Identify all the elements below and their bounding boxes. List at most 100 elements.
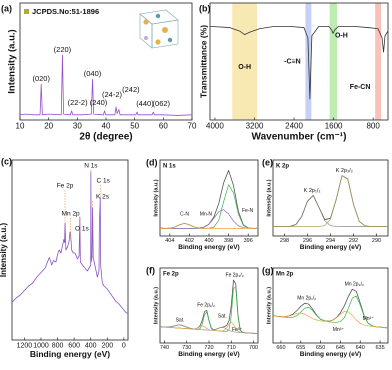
- spectrum-line: [159, 322, 259, 334]
- panel-label: (c): [1, 156, 12, 166]
- chart-title: Mn 2p: [276, 272, 294, 278]
- x-tick-label: 50: [130, 122, 139, 131]
- x-tick-label: 296: [303, 238, 312, 244]
- x-axis-label: Binding energy (eV): [30, 349, 110, 359]
- peak-label: Mn-N: [200, 211, 213, 217]
- peak-label: C-N: [180, 212, 189, 218]
- panel-label: (e): [262, 157, 273, 167]
- x-tick-label: 200: [101, 342, 113, 349]
- x-tick-label: 600: [68, 342, 80, 349]
- peak-label: K 2p₁/₂: [304, 188, 321, 194]
- x-tick-label: 396: [244, 238, 253, 244]
- peak-label: K 2s: [96, 194, 110, 201]
- atom: [143, 19, 149, 25]
- x-tick-label: 70: [188, 122, 197, 131]
- spectrum-line: [11, 171, 128, 314]
- peak-label: N 1s: [84, 163, 98, 170]
- x-tick-label: 20: [44, 122, 53, 131]
- crystal-inset: [139, 9, 179, 49]
- x-tick-label: 404: [165, 238, 174, 244]
- x-tick-label: 402: [185, 238, 194, 244]
- peak-label: (242): [122, 85, 140, 94]
- band-label: Fe-CN: [350, 84, 371, 91]
- peak-label: (040): [84, 69, 102, 78]
- cube-right: [151, 19, 179, 49]
- spectrum-line: [273, 175, 388, 227]
- x-tick-label: 700: [249, 345, 258, 351]
- y-axis-label: Intensity (a.u.): [7, 29, 18, 93]
- band-label: O-H: [238, 64, 251, 71]
- peak-label: (020): [32, 74, 50, 83]
- spectrum-line: [273, 195, 388, 227]
- x-tick-label: 660: [276, 345, 285, 351]
- atom: [155, 13, 161, 19]
- plot-frame: [11, 159, 129, 341]
- spectrum-line: [160, 209, 258, 229]
- x-tick-label: 645: [336, 345, 345, 351]
- spectrum-line: [272, 295, 389, 329]
- cube-left: [139, 13, 153, 49]
- x-tick-label: 400: [85, 342, 97, 349]
- x-tick-label: 635: [375, 345, 384, 351]
- chart-title: K 2p: [276, 164, 289, 170]
- panel-label: (a): [1, 3, 12, 13]
- band-label: -C≡N: [284, 58, 301, 65]
- peak-label: (22-2): [68, 98, 89, 107]
- x-tick-label: 710: [227, 345, 236, 351]
- panel-label: (f): [146, 265, 155, 275]
- x-tick-label: 740: [160, 345, 169, 351]
- band-label: O-H: [335, 33, 348, 40]
- chart-title: Fe 2p: [163, 272, 179, 278]
- x-tick-label: 2400: [285, 122, 303, 131]
- peak-label: Sat.: [176, 317, 185, 323]
- x-tick-label: 4000: [206, 122, 224, 131]
- plot-frame: [209, 2, 389, 121]
- band: [232, 3, 257, 120]
- x-axis-label: 2θ (degree): [79, 132, 132, 143]
- x-tick-label: 3200: [246, 122, 264, 131]
- band: [329, 3, 338, 120]
- y-axis-label: Intensity (a.u.): [0, 223, 8, 278]
- x-tick-label: 730: [182, 345, 191, 351]
- spectrum-line: [159, 169, 259, 229]
- x-tick-label: 298: [280, 238, 289, 244]
- panel-label: (b): [199, 3, 211, 13]
- y-axis-label: Transmittance (%): [198, 25, 208, 98]
- x-tick-label: 400: [204, 238, 213, 244]
- peak-label: (062): [153, 99, 171, 108]
- x-tick-label: 292: [349, 238, 358, 244]
- spectrum-line: [272, 311, 389, 329]
- peak-label: (220): [54, 45, 72, 54]
- x-tick-label: 398: [224, 238, 233, 244]
- x-tick-label: 640: [356, 345, 365, 351]
- plot-frame: [272, 267, 389, 344]
- atom: [144, 36, 148, 40]
- x-tick-label: 290: [372, 238, 381, 244]
- x-tick-label: 800: [52, 342, 64, 349]
- peak-label: Fe³⁺: [232, 327, 243, 333]
- x-tick-label: 1600: [325, 122, 343, 131]
- x-tick-label: 40: [102, 122, 111, 131]
- plot-frame: [272, 159, 389, 237]
- x-tick-label: 1200: [17, 342, 33, 349]
- legend-text: JCPDS.No:51-1896: [32, 7, 99, 16]
- x-axis-label: Binding energy (eV): [300, 244, 361, 251]
- y-axis-label: Intensity (a.u.): [153, 179, 159, 216]
- x-axis-label: Binding energy (eV): [300, 351, 361, 358]
- peak-label: Fe 2p₃/₂: [226, 272, 244, 278]
- spectrum-line: [19, 54, 193, 116]
- peak-label: O 1s: [75, 226, 89, 233]
- x-tick-label: 655: [296, 345, 305, 351]
- atom: [162, 27, 168, 33]
- x-tick-label: 0: [122, 342, 126, 349]
- spectrum-line: [160, 222, 258, 229]
- spectrum-line: [209, 26, 389, 100]
- x-tick-label: 60: [159, 122, 168, 131]
- x-axis-label: Binding energy (eV): [178, 351, 239, 358]
- peak-label: Sat.: [218, 313, 227, 319]
- chart-title: N 1s: [163, 164, 176, 170]
- atom: [167, 37, 173, 43]
- peak-label: Fe-N: [242, 208, 254, 214]
